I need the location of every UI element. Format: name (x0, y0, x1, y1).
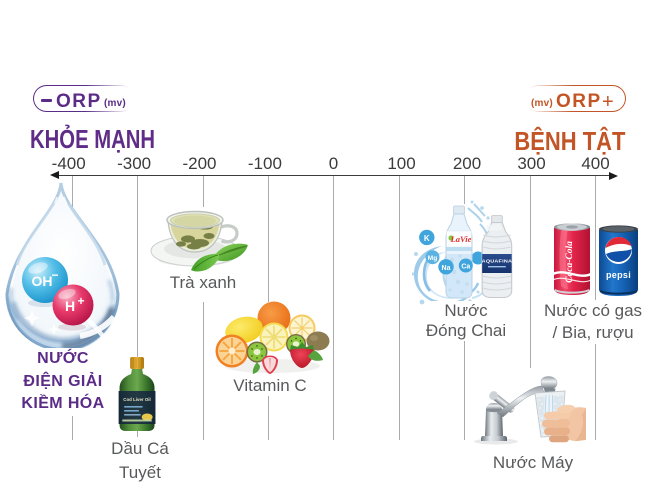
svg-text:AQUAFINA: AQUAFINA (482, 259, 513, 264)
svg-text:H: H (65, 298, 75, 314)
svg-text:K: K (424, 234, 430, 243)
svg-text:Mg: Mg (428, 255, 437, 262)
svg-text:OH: OH (32, 273, 53, 289)
svg-text:Cod Liver Oil: Cod Liver Oil (123, 397, 150, 402)
svg-text:pepsi: pepsi (606, 270, 631, 280)
svg-text:Ca: Ca (461, 264, 470, 271)
svg-text:LaVie: LaVie (450, 234, 472, 244)
svg-text:+: + (77, 294, 84, 308)
svg-text:Na: Na (442, 265, 451, 272)
svg-text:Coca-Cola: Coca-Cola (565, 241, 575, 283)
svg-text:−: − (51, 268, 58, 282)
